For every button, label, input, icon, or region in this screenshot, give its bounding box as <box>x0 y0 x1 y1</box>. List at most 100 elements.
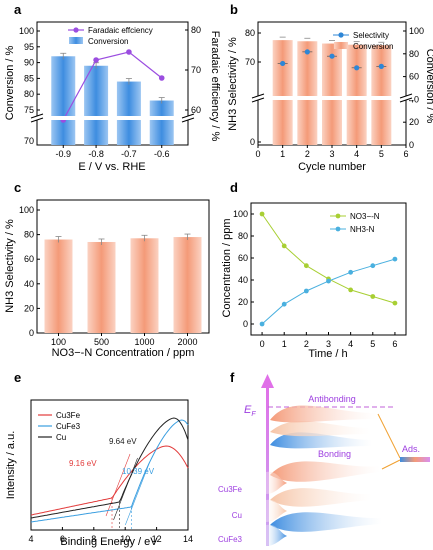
antibonding-lobe-cufe3 <box>270 432 372 449</box>
panel-a: a -0.9 -0.8 -0.7 -0.6758085909510070607080 … <box>4 2 221 173</box>
panel-a-y2label: Faradaic efficiency / % <box>209 31 221 142</box>
panel-a-ylabel: Conversion / % <box>4 45 16 120</box>
x-tick-label: -0.7 <box>121 149 137 159</box>
conversion-bar <box>116 81 141 145</box>
fe-line <box>62 51 163 121</box>
panel-d-xlabel: Time / h <box>308 348 347 360</box>
panel-e-ticks: 4 6 8 10 12 14 <box>28 527 193 544</box>
y-tick-label: 80 <box>24 230 34 240</box>
panel-b-xlabel: Cycle number <box>298 161 366 173</box>
y-tick-label: 0 <box>250 137 255 147</box>
adsorbate-state <box>400 457 430 462</box>
y-tick-label: 20 <box>24 303 34 313</box>
x-tick-label: 1 <box>282 339 287 349</box>
annotation-cu3fe: 9.16 eV <box>69 459 97 468</box>
panel-f: f EF Antibonding Bonding Ads. Cu3Fe Cu C… <box>218 370 430 546</box>
x-tick-label: 2 <box>304 339 309 349</box>
y-tick-label: 95 <box>24 42 34 52</box>
y-tick-label: 0 <box>243 319 248 329</box>
x-tick-label: 1000 <box>134 337 154 347</box>
panel-e-ylabel: Intensity / a.u. <box>5 431 17 499</box>
x-tick-label: -0.6 <box>154 149 170 159</box>
series-line-1 <box>261 258 396 325</box>
connector-1 <box>377 413 401 459</box>
x-tick-label: 0 <box>260 339 265 349</box>
panel-b-axis-break <box>251 93 413 103</box>
fe-point <box>93 57 99 63</box>
metal-label-cu: Cu <box>232 511 242 520</box>
tangent-line-2 <box>113 457 138 521</box>
panel-a-label: a <box>14 2 22 17</box>
y2-tick-label: 60 <box>191 105 201 115</box>
fermi-level-label: EF <box>244 404 256 418</box>
legend-conversion-b: Conversion <box>353 42 393 51</box>
panel-d-legend: NO3−-N NH3-N <box>330 212 380 234</box>
series-point-0 <box>259 211 265 217</box>
bonding-lobe-cu3fe <box>270 461 380 482</box>
adsorbate-label: Ads. <box>402 444 420 454</box>
series-point-1 <box>392 256 398 262</box>
y-tick-label: 70 <box>245 57 255 67</box>
selectivity-point <box>329 53 335 59</box>
y-tick-label: 90 <box>24 58 34 68</box>
selectivity-point <box>304 49 310 55</box>
antibonding-label: Antibonding <box>308 394 356 404</box>
series-point-1 <box>281 301 287 307</box>
panel-a-ticks: -0.9 -0.8 -0.7 -0.6 75 80 85 90 95 100 70 60 70 80 <box>19 25 201 159</box>
y-tick-label: 100 <box>19 26 34 36</box>
x-tick-label: 5 <box>370 339 375 349</box>
panel-c-ylabel: NH3 Selectivity / % <box>4 219 16 313</box>
y2-tick-label: 70 <box>191 65 201 75</box>
panel-e-frame <box>30 399 189 531</box>
panel-b-ylabel: NH3 Selectivity / % <box>227 37 239 131</box>
x-tick-label: 6 <box>403 149 408 159</box>
panel-c-xlabel: NO3−-N Concentration / ppm <box>52 347 195 359</box>
panel-d-label: d <box>230 180 238 195</box>
energy-axis <box>266 386 269 546</box>
panel-b-label: b <box>230 2 238 17</box>
x-tick-label: 6 <box>392 339 397 349</box>
legend-cu3fe: Cu3Fe <box>56 411 81 420</box>
x-tick-label: 100 <box>51 337 66 347</box>
y-tick-label: 75 <box>24 105 34 115</box>
series-point-0 <box>370 294 376 299</box>
series-point-1 <box>303 288 309 294</box>
panel-e-xlabel: Binding Energy / eV <box>60 536 158 548</box>
panel-e-curves <box>30 417 189 530</box>
x-tick-label: 8 <box>91 534 96 544</box>
x-tick-label: 2 <box>305 149 310 159</box>
selectivity-bar <box>130 238 159 333</box>
panel-e-legend: Cu3Fe CuFe3 Cu <box>38 411 81 442</box>
annotation-cufe3: 10.39 eV <box>122 467 155 476</box>
y2-tick-label: 80 <box>409 49 419 59</box>
fe-point <box>158 75 165 81</box>
y-tick-label: 0 <box>29 328 34 338</box>
panel-a-bars <box>51 52 174 145</box>
x-tick-label: 1 <box>280 149 285 159</box>
x-tick-label: 5 <box>379 149 384 159</box>
legend-cu: Cu <box>56 433 66 442</box>
antibonding-lobe-cu3fe <box>270 405 376 423</box>
y-tick-label: 60 <box>238 253 248 263</box>
y-tick-label: 40 <box>238 275 248 285</box>
x-tick-label: 6 <box>60 534 65 544</box>
x-tick-label: 0 <box>255 149 260 159</box>
y2-tick-label: 20 <box>409 117 419 127</box>
selectivity-bar <box>87 241 116 333</box>
dos-cu <box>266 499 287 522</box>
xps-curve-0 <box>30 445 189 516</box>
conversion-bar <box>272 40 293 146</box>
panel-b-ylabel-text: NH3 Selectivity / % <box>227 37 239 131</box>
bonding-label: Bonding <box>318 449 351 459</box>
y-tick-label: 80 <box>238 231 248 241</box>
panel-f-label: f <box>230 370 235 385</box>
x-tick-label: 3 <box>329 149 334 159</box>
x-tick-label: 4 <box>354 149 359 159</box>
panel-a-frame <box>36 21 189 146</box>
bonding-lobe-cu <box>270 488 372 507</box>
x-tick-label: 2000 <box>177 337 197 347</box>
